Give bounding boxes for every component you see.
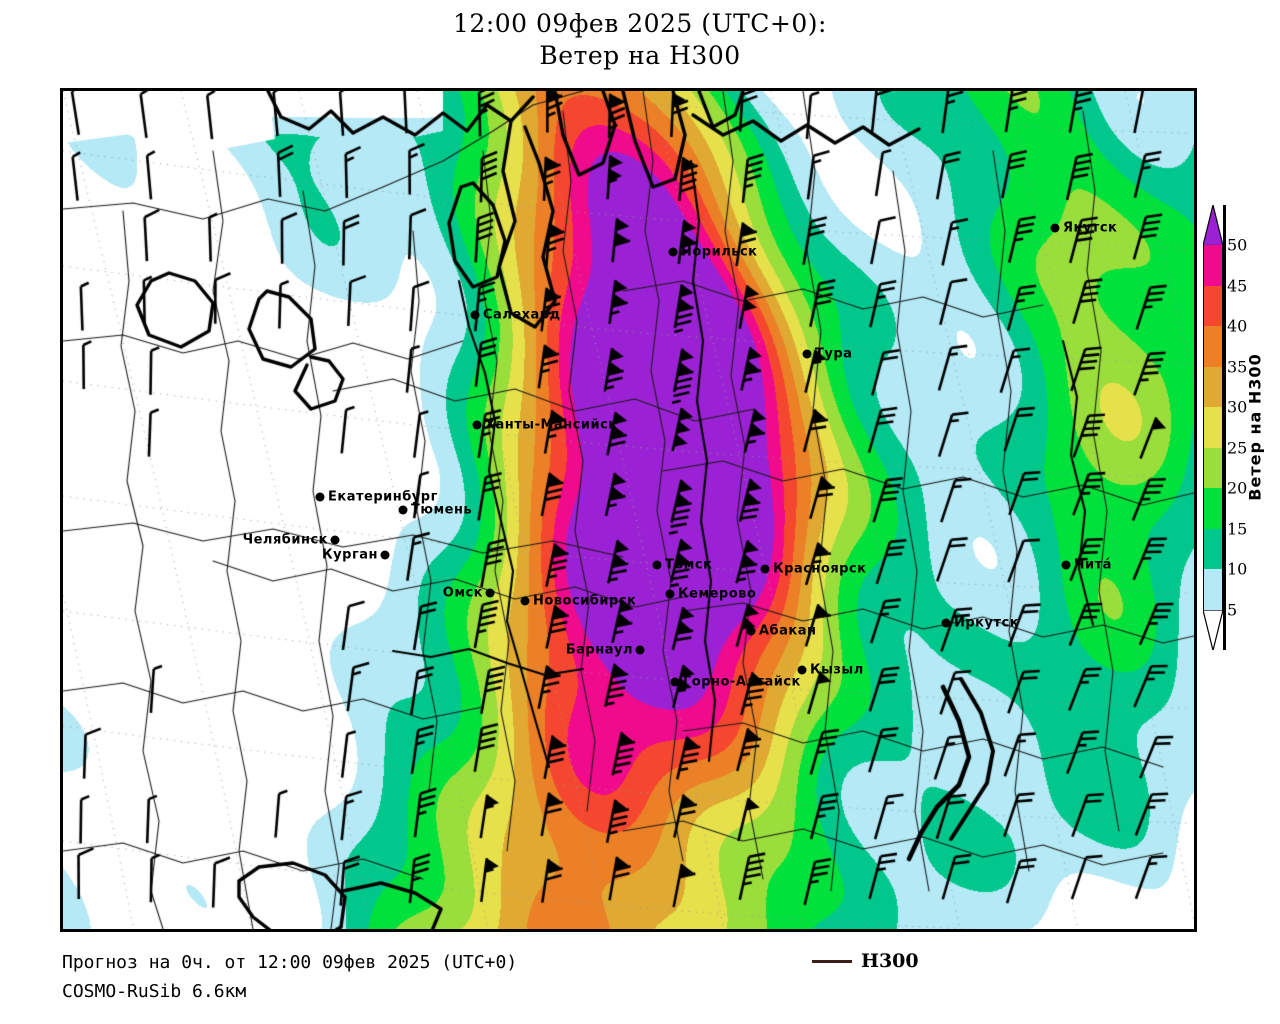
colorbar-tick-25: 25 bbox=[1227, 438, 1248, 458]
colorbar-tick-20: 20 bbox=[1227, 478, 1248, 498]
city-marker-11 bbox=[1061, 560, 1071, 570]
forecast-info-line: Прогноз на 0ч. от 12:00 09фев 2025 (UTC+… bbox=[62, 952, 518, 973]
colorbar-tick-30: 30 bbox=[1227, 397, 1248, 417]
city-marker-9 bbox=[652, 560, 662, 570]
colorbar-segment-20-25 bbox=[1203, 447, 1223, 489]
city-label-11: Читá bbox=[1074, 557, 1112, 573]
city-label-0: Якутск bbox=[1063, 220, 1118, 236]
city-marker-14 bbox=[665, 589, 675, 599]
city-marker-6 bbox=[398, 505, 408, 515]
city-label-10: Красноярск bbox=[773, 561, 867, 577]
city-marker-3 bbox=[802, 349, 812, 359]
city-marker-17 bbox=[635, 645, 645, 655]
city-marker-15 bbox=[941, 618, 951, 628]
city-label-6: Тюмень bbox=[411, 502, 473, 518]
colorbar-segment-15-20 bbox=[1203, 488, 1223, 529]
city-marker-4 bbox=[472, 420, 482, 430]
city-label-19: Горно-Алтайск bbox=[683, 674, 801, 690]
colorbar-segment-35-40 bbox=[1203, 326, 1223, 367]
city-label-15: Иркутск bbox=[954, 615, 1020, 631]
city-label-16: Абакан bbox=[759, 623, 817, 639]
city-marker-2 bbox=[470, 310, 480, 320]
legend-entry: H300 bbox=[812, 950, 919, 972]
city-marker-5 bbox=[315, 492, 325, 502]
city-label-8: Курган bbox=[322, 547, 378, 563]
colorbar-tick-5: 5 bbox=[1227, 600, 1238, 620]
model-info-line: COSMO-RuSib 6.6км bbox=[62, 981, 247, 1002]
city-marker-13 bbox=[520, 596, 530, 606]
colorbar-segment-40-45 bbox=[1203, 285, 1223, 327]
colorbar-axis bbox=[1223, 205, 1226, 650]
city-label-13: Новосибирск bbox=[533, 593, 637, 609]
colorbar-tick-45: 45 bbox=[1227, 276, 1248, 296]
wind-field-canvas[interactable] bbox=[63, 91, 1194, 929]
colorbar-tick-10: 10 bbox=[1227, 559, 1248, 579]
colorbar-tick-40: 40 bbox=[1227, 316, 1248, 336]
city-marker-1 bbox=[668, 247, 678, 257]
colorbar: 5 10 15 20 25 30 35 40 45 50 Ветер на H300 bbox=[1199, 204, 1279, 651]
city-label-2: Салехард bbox=[483, 307, 561, 323]
city-marker-7 bbox=[330, 535, 340, 545]
city-marker-19 bbox=[670, 677, 680, 687]
city-label-1: Норильск bbox=[681, 244, 758, 260]
city-marker-18 bbox=[797, 665, 807, 675]
city-marker-8 bbox=[380, 550, 390, 560]
city-marker-0 bbox=[1050, 223, 1060, 233]
colorbar-segment-under5 bbox=[1202, 608, 1224, 651]
legend-line-swatch bbox=[812, 959, 852, 963]
city-label-18: Кызыл bbox=[810, 662, 864, 678]
legend-label: H300 bbox=[861, 950, 919, 972]
colorbar-strip bbox=[1202, 204, 1224, 651]
colorbar-segment-45-50 bbox=[1203, 245, 1223, 286]
title-line-2: Ветер на H300 bbox=[539, 41, 741, 70]
city-label-5: Екатеринбург bbox=[328, 489, 438, 505]
city-marker-10 bbox=[760, 564, 770, 574]
colorbar-segment-25-30 bbox=[1203, 407, 1223, 448]
colorbar-segment-30-35 bbox=[1203, 366, 1223, 408]
title-line-1: 12:00 09фев 2025 (UTC+0): bbox=[453, 9, 827, 38]
city-label-9: Томск bbox=[665, 557, 713, 573]
colorbar-segment-over50 bbox=[1202, 204, 1224, 247]
footer: Прогноз на 0ч. от 12:00 09фев 2025 (UTC+… bbox=[62, 948, 1242, 1006]
colorbar-segment-10-15 bbox=[1203, 528, 1223, 570]
colorbar-tick-15: 15 bbox=[1227, 519, 1248, 539]
city-marker-12 bbox=[485, 588, 495, 598]
city-label-4: Ханты-Мансийск bbox=[485, 417, 618, 433]
city-label-7: Челябинск bbox=[242, 532, 328, 548]
city-label-12: Омск bbox=[442, 585, 483, 601]
colorbar-segment-5-10 bbox=[1203, 569, 1223, 610]
city-label-17: Барнаул bbox=[565, 642, 633, 658]
city-label-3: Тура bbox=[815, 346, 853, 362]
colorbar-title: Ветер на H300 bbox=[1245, 353, 1265, 501]
page-title: 12:00 09фев 2025 (UTC+0): Ветер на H300 bbox=[0, 8, 1280, 72]
colorbar-tick-35: 35 bbox=[1227, 357, 1248, 377]
map-frame[interactable]: Якутск Норильск Салехард Тура Ханты-Мансийск… bbox=[60, 88, 1197, 932]
colorbar-tick-50: 50 bbox=[1227, 235, 1248, 255]
city-label-14: Кемерово bbox=[678, 586, 757, 602]
city-marker-16 bbox=[746, 626, 756, 636]
